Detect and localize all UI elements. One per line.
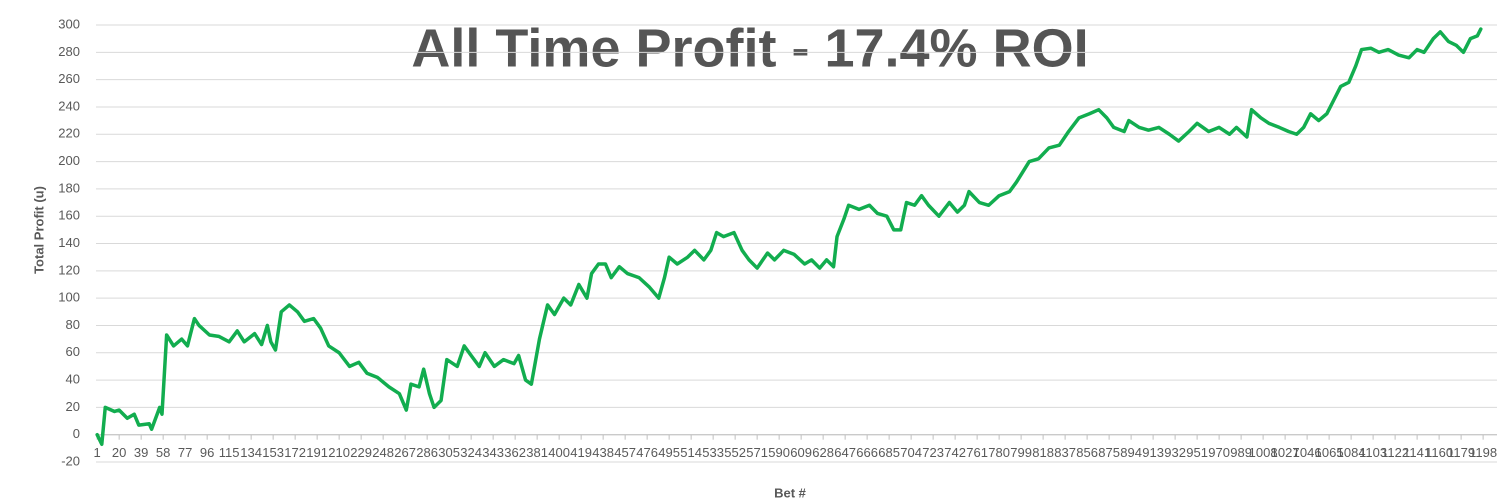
y-tick-label: 140 [58,235,80,250]
x-tick-label: 1141 [1403,445,1431,460]
x-tick-label: 286 [416,445,438,460]
x-tick-label: 210 [328,445,350,460]
x-tick-label: 742 [944,445,966,460]
x-tick-label: 400 [548,445,570,460]
y-tick-label: 240 [58,98,80,113]
x-tick-label: 267 [394,445,416,460]
x-tick-label: 1046 [1293,445,1322,460]
chart-title: All Time Profit - 17.4% ROI [411,18,1088,78]
x-tick-label: 1160 [1425,445,1453,460]
x-tick-label: 324 [460,445,482,460]
x-tick-label: 362 [504,445,526,460]
x-tick-label: 1084 [1337,445,1366,460]
x-tick-label: 1198 [1469,445,1497,460]
y-tick-label: -20 [61,453,80,468]
x-tick-label: 20 [112,445,126,460]
x-tick-label: 780 [988,445,1010,460]
y-tick-label: 260 [58,71,80,86]
x-tick-label: 552 [724,445,746,460]
y-tick-label: 200 [58,153,80,168]
x-tick-label: 951 [1186,445,1208,460]
x-tick-label: 1179 [1447,445,1475,460]
x-tick-label: 514 [680,445,702,460]
x-tick-label: 1008 [1249,445,1278,460]
x-tick-label: 58 [156,445,170,460]
y-tick-label: 300 [58,16,80,31]
y-tick-label: 20 [66,399,80,414]
y-tick-label: 220 [58,126,80,141]
x-tick-label: 609 [790,445,812,460]
x-tick-label: 476 [636,445,658,460]
x-tick-label: 666 [856,445,878,460]
x-tick-label: 39 [134,445,148,460]
x-tick-label: 1027 [1271,445,1300,460]
x-tick-label: 305 [438,445,460,460]
y-tick-label: 100 [58,290,80,305]
y-axis-title: Total Profit (u) [31,186,46,274]
x-tick-label: 970 [1208,445,1230,460]
profit-line [95,27,1483,446]
x-tick-label: 381 [526,445,548,460]
x-tick-label: 894 [1120,445,1142,460]
x-tick-label: 989 [1230,445,1252,460]
x-tick-label: 590 [768,445,790,460]
x-tick-label: 533 [702,445,724,460]
x-tick-label: 191 [306,445,328,460]
x-tick-label: 571 [746,445,768,460]
x-tick-label: 1 [94,445,101,460]
x-tick-label: 704 [900,445,922,460]
x-tick-label: 761 [966,445,988,460]
x-tick-label: 457 [614,445,636,460]
x-tick-label: 799 [1010,445,1032,460]
x-tick-label: 818 [1032,445,1054,460]
x-tick-label: 837 [1054,445,1076,460]
y-tick-label: 160 [58,208,80,223]
x-tick-label: 856 [1076,445,1098,460]
x-tick-label: 153 [262,445,284,460]
y-tick-label: 120 [58,262,80,277]
x-tick-label: 248 [372,445,394,460]
x-tick-label: 96 [200,445,214,460]
x-tick-label: 685 [878,445,900,460]
x-tick-label: 115 [219,445,240,460]
x-tick-label: 723 [922,445,944,460]
x-tick-label: 134 [240,445,262,460]
x-tick-label: 229 [350,445,372,460]
x-tick-label: 1065 [1315,445,1344,460]
x-tick-label: 932 [1164,445,1186,460]
x-tick-label: 1122 [1381,445,1409,460]
x-tick-label: 419 [570,445,592,460]
y-tick-label: 180 [58,180,80,195]
x-tick-label: 647 [834,445,856,460]
x-tick-label: 438 [592,445,614,460]
y-tick-label: 40 [66,372,80,387]
x-tick-label: 875 [1098,445,1120,460]
x-tick-label: 628 [812,445,834,460]
y-tick-label: 280 [58,44,80,59]
x-tick-label: 1103 [1359,445,1387,460]
y-tick-label: 60 [66,344,80,359]
x-tick-label: 495 [658,445,680,460]
x-tick-label: 77 [178,445,192,460]
x-tick-label: 172 [284,445,306,460]
y-tick-label: 0 [73,426,80,441]
x-tick-label: 343 [482,445,504,460]
y-tick-label: 80 [66,317,80,332]
x-tick-label: 913 [1142,445,1164,460]
x-axis-title: Bet # [774,485,807,500]
